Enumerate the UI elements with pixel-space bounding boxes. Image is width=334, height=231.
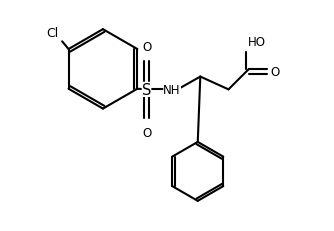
Text: O: O	[270, 66, 279, 79]
Text: O: O	[142, 126, 151, 139]
Text: NH: NH	[163, 84, 181, 97]
Text: Cl: Cl	[46, 27, 58, 40]
Text: O: O	[142, 41, 151, 54]
Text: HO: HO	[248, 36, 266, 49]
Text: S: S	[142, 82, 151, 97]
